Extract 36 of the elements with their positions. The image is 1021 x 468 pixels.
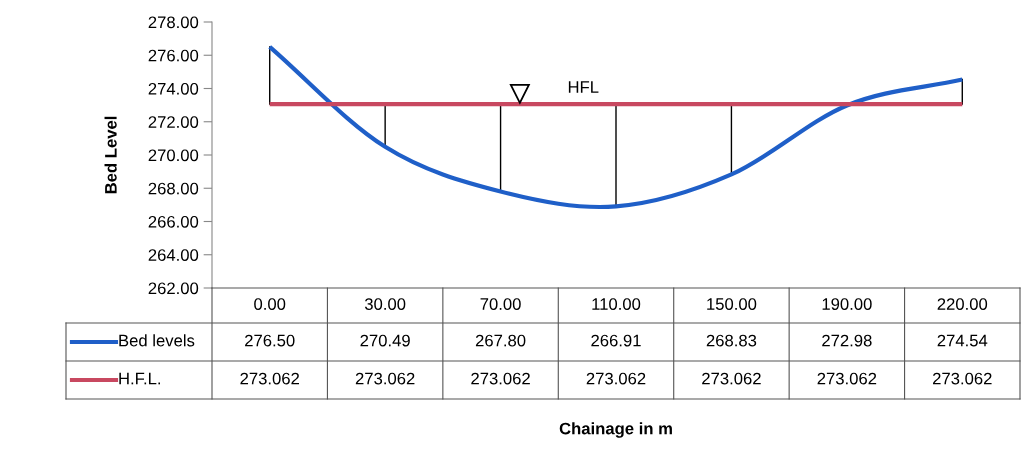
x-tick-label: 30.00 — [364, 298, 406, 310]
data-label: 273.062 — [933, 372, 992, 385]
x-tick-label: 190.00 — [822, 298, 872, 310]
y-tick-label: 276.00 — [148, 49, 199, 62]
y-tick-label: 274.00 — [148, 82, 199, 95]
data-label: 272.98 — [822, 334, 872, 347]
y-tick-label: 268.00 — [148, 182, 199, 195]
data-label: 273.062 — [471, 372, 530, 385]
data-label: 273.062 — [355, 372, 415, 385]
legend-label: H.F.L. — [119, 372, 160, 385]
annotation: HFL — [568, 81, 599, 93]
data-label: 273.062 — [586, 372, 646, 385]
y-tick-label: 278.00 — [148, 16, 199, 29]
y-axis-title: Bed Level — [104, 116, 117, 194]
data-label: 273.062 — [817, 372, 877, 385]
x-tick-label: 0.00 — [254, 298, 286, 310]
x-tick-label: 150.00 — [707, 298, 757, 310]
data-label: 273.062 — [240, 372, 299, 385]
y-tick-label: 264.00 — [148, 249, 199, 261]
text: Chainage in m — [559, 422, 672, 438]
data-label: 266.91 — [591, 334, 641, 347]
data-label: 274.54 — [937, 334, 988, 347]
data-label: 267.80 — [475, 334, 526, 347]
data-label: 270.49 — [360, 334, 410, 347]
x-tick-label: 110.00 — [592, 298, 641, 310]
x-tick-label: 220.00 — [937, 298, 988, 310]
line-series — [267, 44, 965, 209]
data-label: 273.062 — [702, 372, 761, 385]
data-label: 276.50 — [245, 334, 295, 347]
x-tick-label: 70.00 — [480, 298, 521, 310]
legend-label: Bed levels — [119, 334, 195, 347]
y-tick-label: 262.00 — [148, 282, 199, 295]
y-tick-label: 266.00 — [148, 215, 199, 228]
y-tick-label: 270.00 — [148, 149, 199, 162]
data-label: 268.83 — [706, 334, 757, 347]
y-tick-label: 272.00 — [148, 116, 199, 128]
